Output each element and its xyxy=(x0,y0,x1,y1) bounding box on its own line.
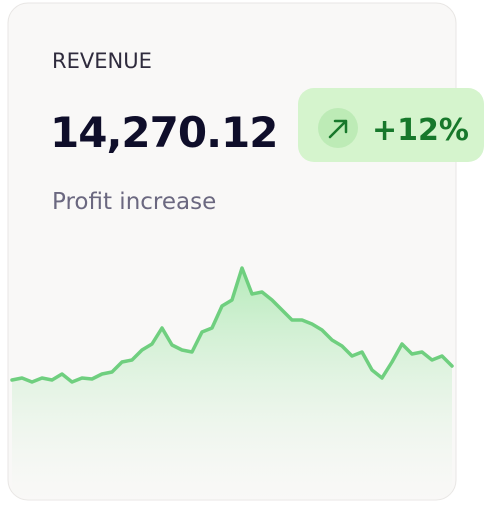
amount: 14,270.12 xyxy=(50,108,277,157)
sparkline xyxy=(10,266,454,500)
card-label: REVENUE xyxy=(52,49,152,73)
arrow-icon xyxy=(328,119,348,139)
sparkline-line xyxy=(10,266,454,384)
badge-text: +12% xyxy=(372,113,469,148)
sparkline-area xyxy=(12,268,452,500)
subtitle: Profit increase xyxy=(52,189,216,215)
